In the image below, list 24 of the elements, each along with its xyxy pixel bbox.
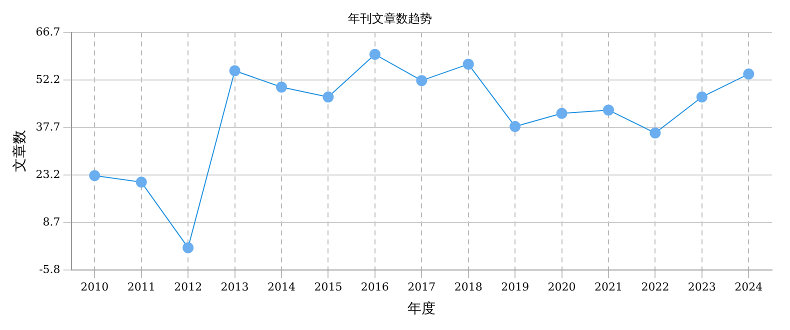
y-tick-label: 52.2 [36,72,60,86]
x-tick-label: 2023 [688,280,716,294]
x-tick-label: 2020 [548,280,576,294]
y-tick-label: 23.2 [36,168,60,181]
x-tick-label: 2012 [174,280,202,294]
y-tick-label: 66.7 [36,25,60,38]
x-tick-label: 2018 [454,280,482,294]
y-tick-label: -5.8 [39,262,60,276]
x-tick-label: 2010 [80,280,109,294]
x-tick-label: 2022 [641,280,670,294]
x-axis-title: 年度 [408,301,436,318]
y-tick-label: 37.7 [36,120,60,134]
x-tick-label: 2015 [314,280,342,294]
x-tick-label: 2016 [360,280,389,294]
chart-title: 年刊文章数趋势 [348,11,432,26]
x-tick-label: 2011 [127,280,156,294]
y-tick-label: 8.7 [42,215,60,228]
x-tick-label: 2024 [734,280,763,294]
x-tick-label: 2017 [408,280,436,294]
x-tick-label: 2021 [594,280,622,294]
x-tick-label: 2013 [220,280,249,294]
x-tick-label: 2014 [268,280,296,294]
x-tick-label: 2019 [501,280,530,294]
y-axis-title: 文章数 [12,130,28,172]
